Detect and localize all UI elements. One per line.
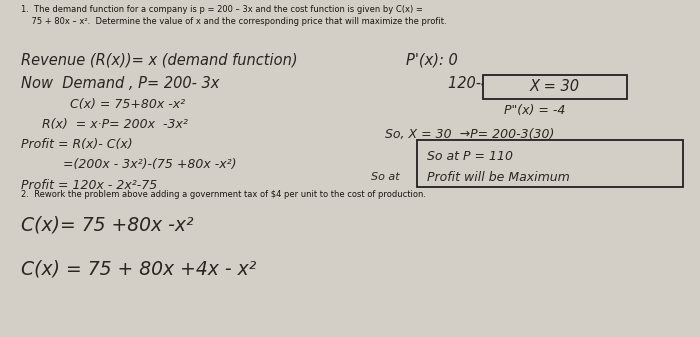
Text: X = 30: X = 30: [530, 80, 580, 94]
Text: Revenue (R(x))= x (demand function): Revenue (R(x))= x (demand function): [21, 52, 298, 67]
Text: Now  Demand , P= 200- 3x: Now Demand , P= 200- 3x: [21, 76, 219, 91]
Text: 75 + 80x – x².  Determine the value of x and the corresponding price that will m: 75 + 80x – x². Determine the value of x …: [21, 17, 447, 26]
Text: P"(x) = -4: P"(x) = -4: [504, 104, 566, 118]
Text: 2.  Rework the problem above adding a government tax of $4 per unit to the cost : 2. Rework the problem above adding a gov…: [21, 190, 426, 200]
Text: Profit will be Maximum: Profit will be Maximum: [427, 171, 570, 184]
Text: C(x)= 75 +80x -x²: C(x)= 75 +80x -x²: [21, 216, 193, 235]
Text: So, X = 30  →P= 200-3(30): So, X = 30 →P= 200-3(30): [385, 128, 554, 141]
FancyBboxPatch shape: [483, 75, 626, 99]
Text: C(x) = 75+80x -x²: C(x) = 75+80x -x²: [70, 98, 185, 111]
Text: Profit = 120x - 2x²-75: Profit = 120x - 2x²-75: [21, 179, 158, 192]
Text: 1.  The demand function for a company is p = 200 – 3x and the cost function is g: 1. The demand function for a company is …: [21, 5, 423, 14]
Text: Profit = R(x)- C(x): Profit = R(x)- C(x): [21, 138, 132, 151]
Text: =(200x - 3x²)-(75 +80x -x²): =(200x - 3x²)-(75 +80x -x²): [63, 158, 237, 172]
Text: R(x)  = x·P= 200x  -3x²: R(x) = x·P= 200x -3x²: [42, 118, 188, 131]
Text: So at: So at: [371, 172, 400, 182]
Text: 120-4x = 0: 120-4x = 0: [448, 76, 530, 91]
FancyBboxPatch shape: [416, 140, 682, 187]
Text: C(x) = 75 + 80x +4x - x²: C(x) = 75 + 80x +4x - x²: [21, 259, 256, 278]
Text: So at P = 110: So at P = 110: [427, 150, 513, 163]
Text: P'(x): 0: P'(x): 0: [406, 52, 458, 67]
